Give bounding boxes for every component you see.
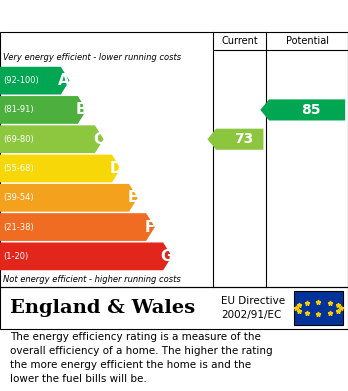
- Text: England & Wales: England & Wales: [10, 299, 196, 317]
- Polygon shape: [0, 242, 172, 270]
- Polygon shape: [207, 129, 263, 150]
- Polygon shape: [0, 213, 155, 241]
- Text: Potential: Potential: [286, 36, 329, 46]
- Text: G: G: [160, 249, 173, 264]
- Text: EU Directive
2002/91/EC: EU Directive 2002/91/EC: [221, 296, 285, 319]
- Text: 85: 85: [301, 103, 321, 117]
- Polygon shape: [260, 99, 345, 120]
- Text: (92-100): (92-100): [3, 76, 39, 85]
- Polygon shape: [0, 96, 87, 124]
- Polygon shape: [0, 154, 121, 182]
- Text: (81-91): (81-91): [3, 106, 33, 115]
- Text: A: A: [58, 73, 70, 88]
- Text: Energy Efficiency Rating: Energy Efficiency Rating: [10, 9, 232, 23]
- Text: (69-80): (69-80): [3, 135, 33, 144]
- Text: E: E: [127, 190, 138, 205]
- Text: C: C: [93, 132, 104, 147]
- Bar: [294, 291, 343, 325]
- Polygon shape: [0, 126, 104, 153]
- Text: Very energy efficient - lower running costs: Very energy efficient - lower running co…: [3, 54, 182, 63]
- Text: (1-20): (1-20): [3, 252, 28, 261]
- Text: Current: Current: [221, 36, 258, 46]
- Text: F: F: [144, 220, 155, 235]
- Polygon shape: [0, 67, 70, 95]
- Text: Not energy efficient - higher running costs: Not energy efficient - higher running co…: [3, 274, 181, 283]
- Text: (39-54): (39-54): [3, 193, 33, 202]
- Text: B: B: [76, 102, 87, 117]
- Text: D: D: [109, 161, 122, 176]
- Polygon shape: [0, 184, 138, 212]
- Text: (21-38): (21-38): [3, 222, 33, 231]
- Text: 73: 73: [234, 132, 253, 146]
- Text: The energy efficiency rating is a measure of the
overall efficiency of a home. T: The energy efficiency rating is a measur…: [10, 332, 273, 384]
- Text: (55-68): (55-68): [3, 164, 33, 173]
